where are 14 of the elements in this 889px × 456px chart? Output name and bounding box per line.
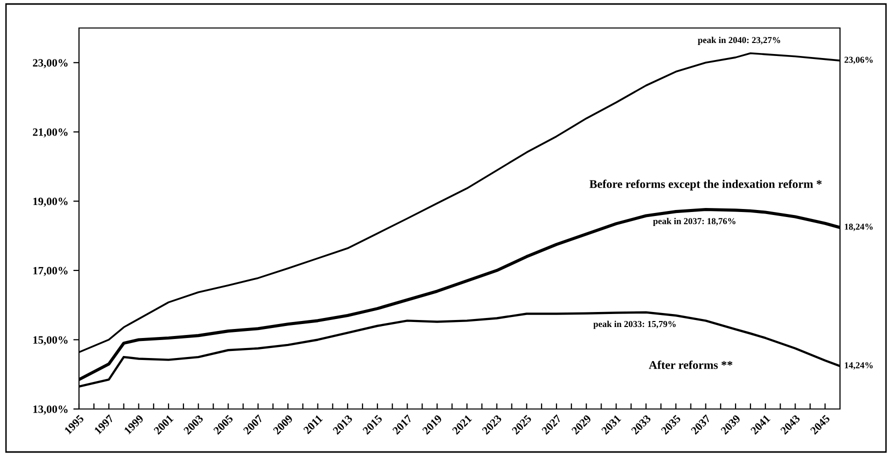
annotation: 18,24% xyxy=(844,224,873,232)
annotation: 14,24% xyxy=(844,362,873,370)
annotation: 23,06% xyxy=(844,56,873,64)
y-tick-label: 21,00% xyxy=(32,128,68,138)
y-tick-label: 23,00% xyxy=(32,59,68,68)
y-tick-label: 15,00% xyxy=(33,336,68,346)
text: After reforms ** xyxy=(648,360,732,370)
text: Before reforms except the indexation reform * xyxy=(590,180,822,190)
y-tick-label: 17,00% xyxy=(33,266,68,276)
annotation: peak in 2037: 18,76% xyxy=(653,218,736,226)
y-tick-label: 13,00% xyxy=(33,405,68,415)
annotation: peak in 2033: 15,79% xyxy=(593,320,676,329)
annotation: peak in 2040: 23,27% xyxy=(698,36,780,45)
y-tick-label: 19,00% xyxy=(33,198,68,207)
